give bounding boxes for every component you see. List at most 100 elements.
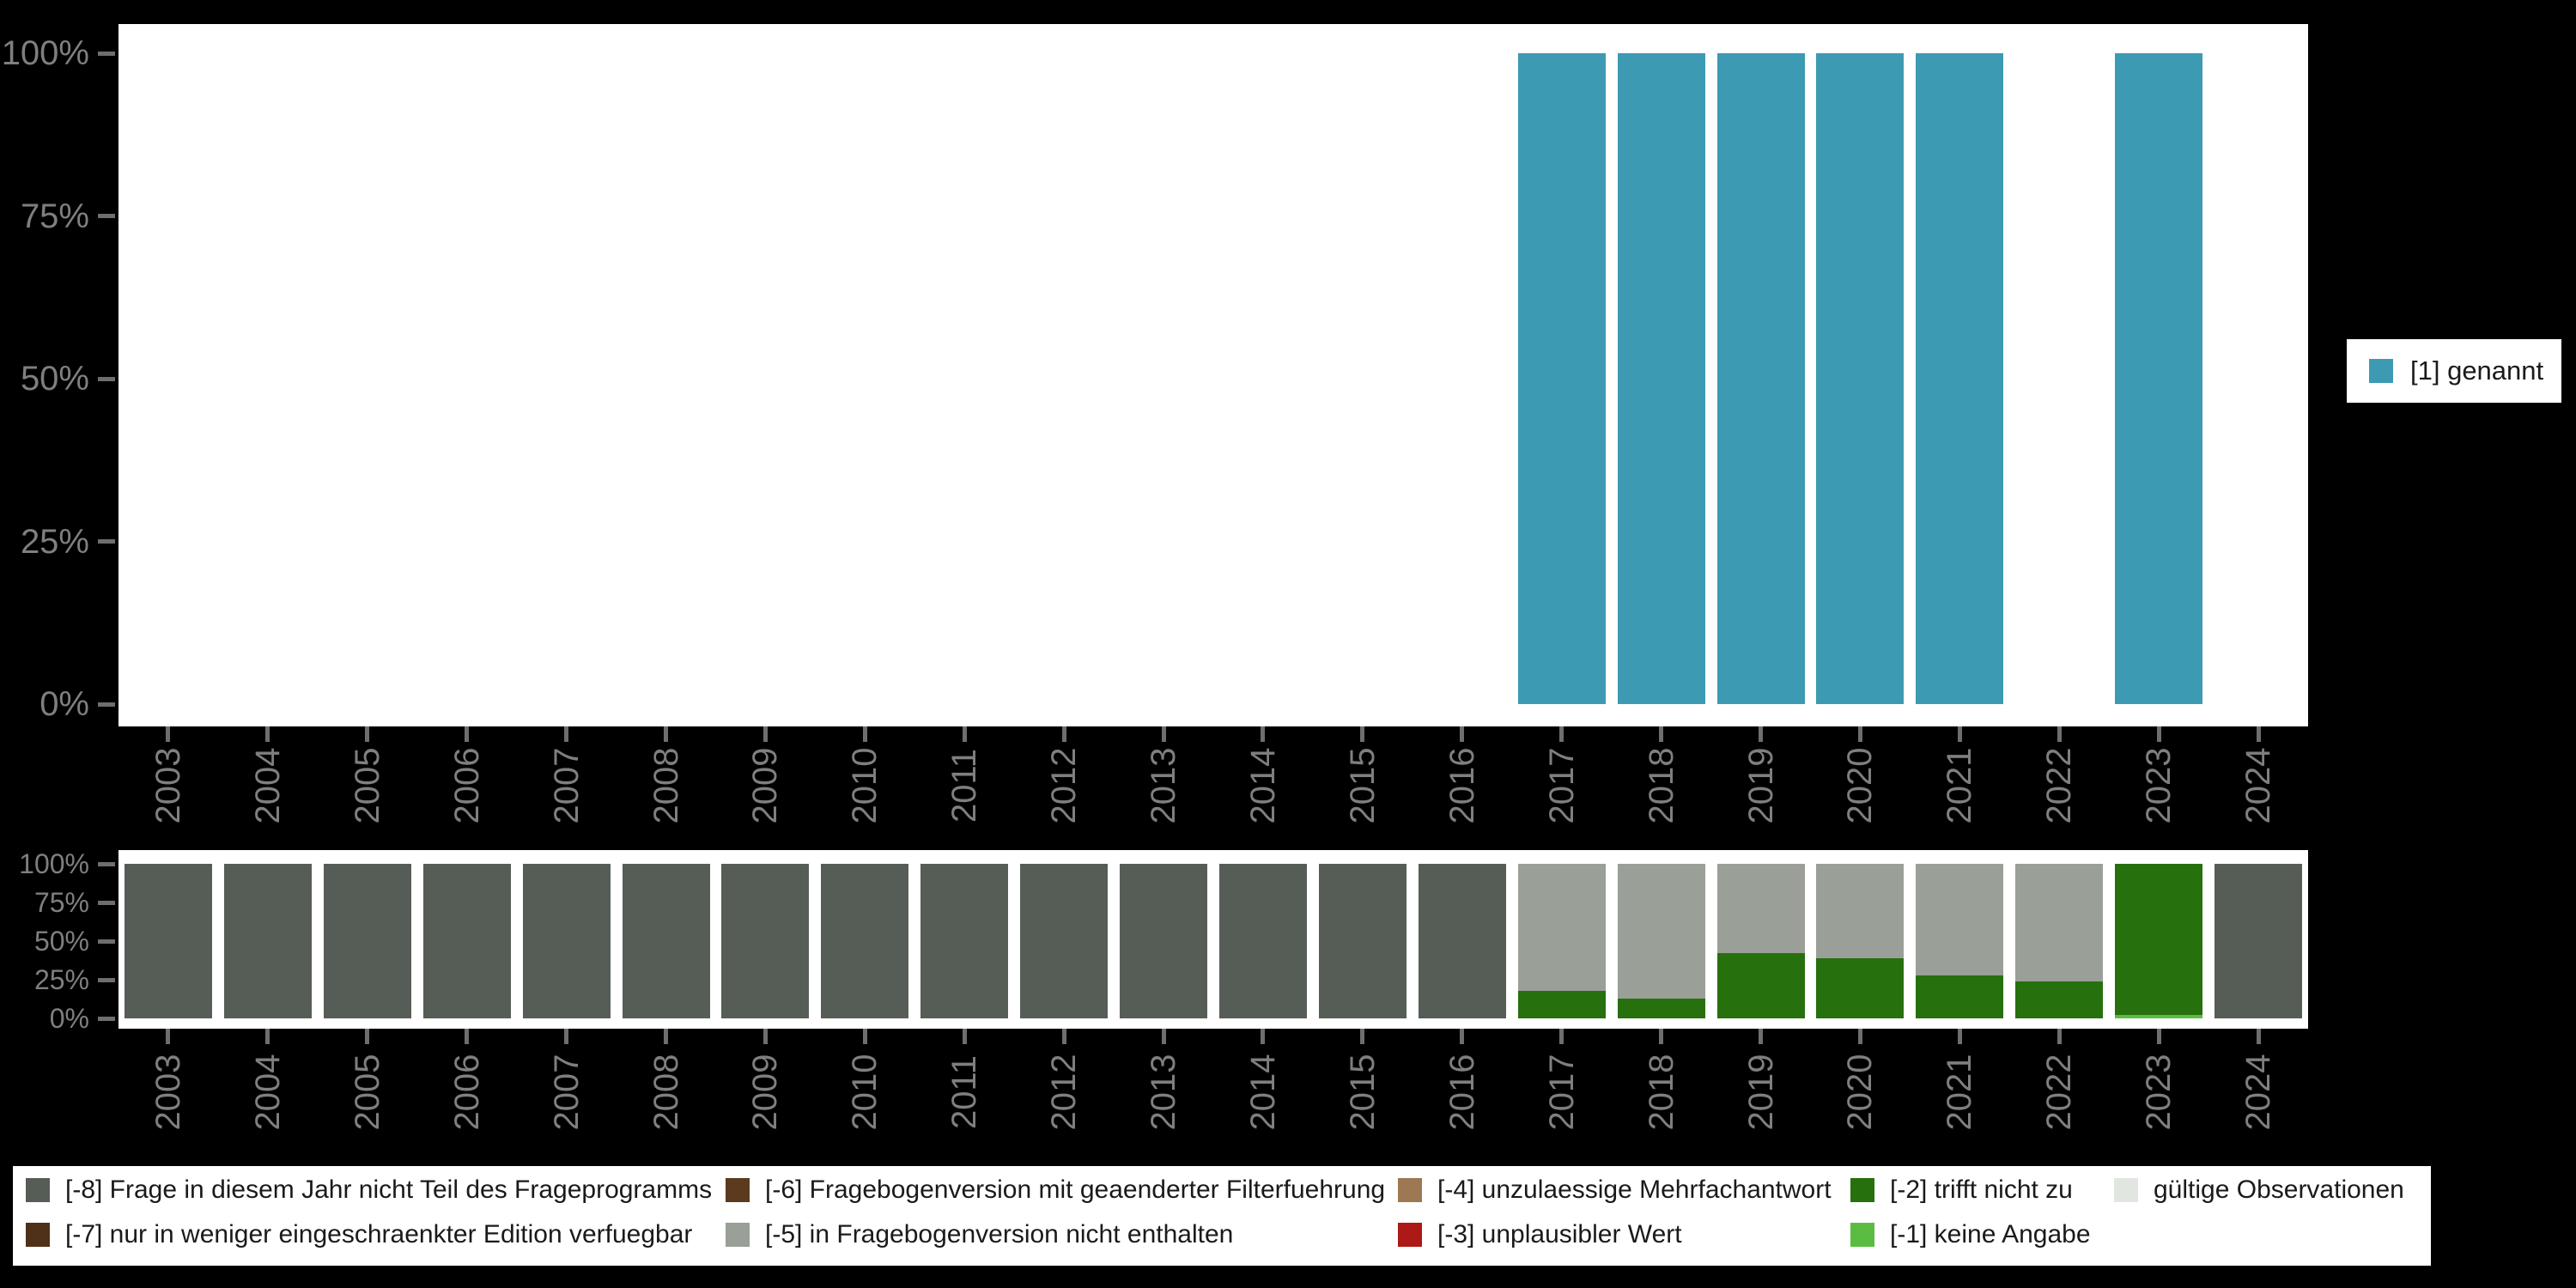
bar-2004-code-8[interactable] xyxy=(223,864,312,1018)
x-axis-year-label-top: 2024 xyxy=(2239,747,2278,824)
x-axis-tick-top xyxy=(1759,726,1763,742)
y-axis-label-top: 0% xyxy=(39,685,89,723)
x-axis-tick-top xyxy=(762,726,768,742)
x-axis-year-label-top: 2013 xyxy=(1145,747,1183,824)
y-axis-tick-top xyxy=(98,214,115,218)
x-axis-tick-top xyxy=(1261,726,1266,742)
missing-codes-legend-panel: [-8] Frage in diesem Jahr nicht Teil des… xyxy=(13,1166,2431,1266)
bar-2011-code-8[interactable] xyxy=(920,864,1009,1018)
x-axis-year-label-top: 2016 xyxy=(1443,747,1481,824)
x-axis-tick-bottom xyxy=(1261,1029,1266,1044)
x-axis-year-label-bottom: 2005 xyxy=(348,1054,386,1131)
y-axis-label-bottom: 50% xyxy=(33,926,89,957)
bar-2019-code1[interactable] xyxy=(1716,53,1805,704)
y-axis-tick-bottom xyxy=(98,861,115,866)
legend-entry--3: [-3] unplausibler Wert xyxy=(1398,1219,1682,1250)
bar-2019-code-5[interactable] xyxy=(1716,864,1805,954)
legend-entry--7: [-7] nur in weniger eingeschraenkter Edi… xyxy=(26,1219,692,1250)
x-axis-year-label-bottom: 2022 xyxy=(2040,1054,2079,1131)
bar-2017-code1[interactable] xyxy=(1517,53,1606,704)
bar-2023-code-1[interactable] xyxy=(2115,1015,2203,1018)
legend-swatch--6 xyxy=(726,1178,750,1202)
x-axis-year-label-top: 2022 xyxy=(2040,747,2079,824)
x-axis-tick-bottom xyxy=(1161,1029,1166,1044)
bar-2014-code-8[interactable] xyxy=(1218,864,1307,1018)
bar-2020-code-5[interactable] xyxy=(1816,864,1905,958)
x-axis-year-label-top: 2020 xyxy=(1841,747,1880,824)
bar-2022-code-5[interactable] xyxy=(2015,864,2104,981)
bar-2006-code-8[interactable] xyxy=(422,864,511,1018)
bar-2018-code-5[interactable] xyxy=(1617,864,1705,999)
x-axis-year-label-top: 2003 xyxy=(149,747,187,824)
legend-entry--8: [-8] Frage in diesem Jahr nicht Teil des… xyxy=(26,1175,712,1206)
bar-2016-code-8[interactable] xyxy=(1418,864,1506,1018)
legend-entry--1: [-1] keine Angabe xyxy=(1850,1219,2091,1250)
bar-2017-code-2[interactable] xyxy=(1517,990,1606,1018)
bar-2023-code-2[interactable] xyxy=(2115,864,2203,1016)
y-axis-tick-top xyxy=(98,702,115,707)
x-axis-year-label-top: 2005 xyxy=(348,747,386,824)
x-axis-tick-top xyxy=(365,726,370,742)
x-axis-tick-top xyxy=(1360,726,1365,742)
x-axis-year-label-bottom: 2024 xyxy=(2239,1054,2278,1131)
bar-2021-code1[interactable] xyxy=(1916,53,2004,704)
y-axis-label-top: 25% xyxy=(20,522,89,561)
y-axis-label-bottom: 75% xyxy=(33,887,89,918)
x-axis-tick-bottom xyxy=(2256,1029,2261,1044)
x-axis-tick-bottom xyxy=(1460,1029,1465,1044)
bar-2024-code-8[interactable] xyxy=(2215,864,2303,1018)
bar-2020-code1[interactable] xyxy=(1816,53,1905,704)
y-axis-tick-top xyxy=(98,539,115,544)
bar-2018-code1[interactable] xyxy=(1617,53,1705,704)
legend-entry--6: [-6] Fragebogenversion mit geaenderter F… xyxy=(726,1175,1385,1206)
y-axis-label-bottom: 25% xyxy=(33,964,89,995)
x-axis-tick-bottom xyxy=(2156,1029,2161,1044)
x-axis-tick-bottom xyxy=(962,1029,967,1044)
bar-2010-code-8[interactable] xyxy=(821,864,909,1018)
y-axis-tick-bottom xyxy=(98,900,115,905)
bar-2020-code-2[interactable] xyxy=(1816,957,1905,1018)
bar-2015-code-8[interactable] xyxy=(1318,864,1406,1018)
x-axis-tick-bottom xyxy=(1659,1029,1664,1044)
bar-2012-code-8[interactable] xyxy=(1020,864,1109,1018)
bar-2022-code-2[interactable] xyxy=(2015,981,2104,1018)
bar-2013-code-8[interactable] xyxy=(1120,864,1208,1018)
bar-2008-code-8[interactable] xyxy=(622,864,710,1018)
x-axis-tick-bottom xyxy=(1360,1029,1365,1044)
legend-entry--2: [-2] trifft nicht zu xyxy=(1850,1175,2073,1206)
bar-2021-code-5[interactable] xyxy=(1916,864,2004,975)
bar-2017-code-5[interactable] xyxy=(1517,864,1606,991)
bar-2007-code-8[interactable] xyxy=(522,864,611,1018)
x-axis-tick-top xyxy=(166,726,171,742)
bar-2021-code-2[interactable] xyxy=(1916,975,2004,1018)
bar-2019-code-2[interactable] xyxy=(1716,953,1805,1018)
x-axis-year-label-bottom: 2012 xyxy=(1045,1054,1084,1131)
legend-swatch--8 xyxy=(26,1178,50,1202)
x-axis-year-label-bottom: 2013 xyxy=(1145,1054,1183,1131)
x-axis-tick-top xyxy=(265,726,270,742)
x-axis-tick-top xyxy=(1161,726,1166,742)
x-axis-tick-bottom xyxy=(1061,1029,1066,1044)
legend-entry-label-valid: gültige Observationen xyxy=(2154,1176,2404,1204)
x-axis-tick-bottom xyxy=(564,1029,569,1044)
x-axis-tick-bottom xyxy=(862,1029,867,1044)
x-axis-year-label-bottom: 2007 xyxy=(547,1054,586,1131)
bar-2023-code1[interactable] xyxy=(2115,53,2203,704)
bar-2009-code-8[interactable] xyxy=(721,864,810,1018)
x-axis-year-label-top: 2006 xyxy=(447,747,486,824)
x-axis-year-label-top: 2014 xyxy=(1243,747,1282,824)
bar-2005-code-8[interactable] xyxy=(323,864,411,1018)
x-axis-year-label-top: 2015 xyxy=(1343,747,1382,824)
legend-entry-label--7: [-7] nur in weniger eingeschraenkter Edi… xyxy=(65,1220,693,1249)
bar-2003-code-8[interactable] xyxy=(124,864,212,1018)
legend-swatch-valid xyxy=(2114,1178,2138,1202)
x-axis-tick-bottom xyxy=(265,1029,270,1044)
bar-2018-code-2[interactable] xyxy=(1617,998,1705,1018)
x-axis-year-label-top: 2010 xyxy=(846,747,884,824)
x-axis-year-label-top: 2019 xyxy=(1741,747,1780,824)
x-axis-year-label-top: 2012 xyxy=(1045,747,1084,824)
x-axis-tick-top xyxy=(465,726,470,742)
legend-entry-label--3: [-3] unplausibler Wert xyxy=(1437,1220,1682,1249)
y-axis-label-bottom: 100% xyxy=(19,848,89,879)
